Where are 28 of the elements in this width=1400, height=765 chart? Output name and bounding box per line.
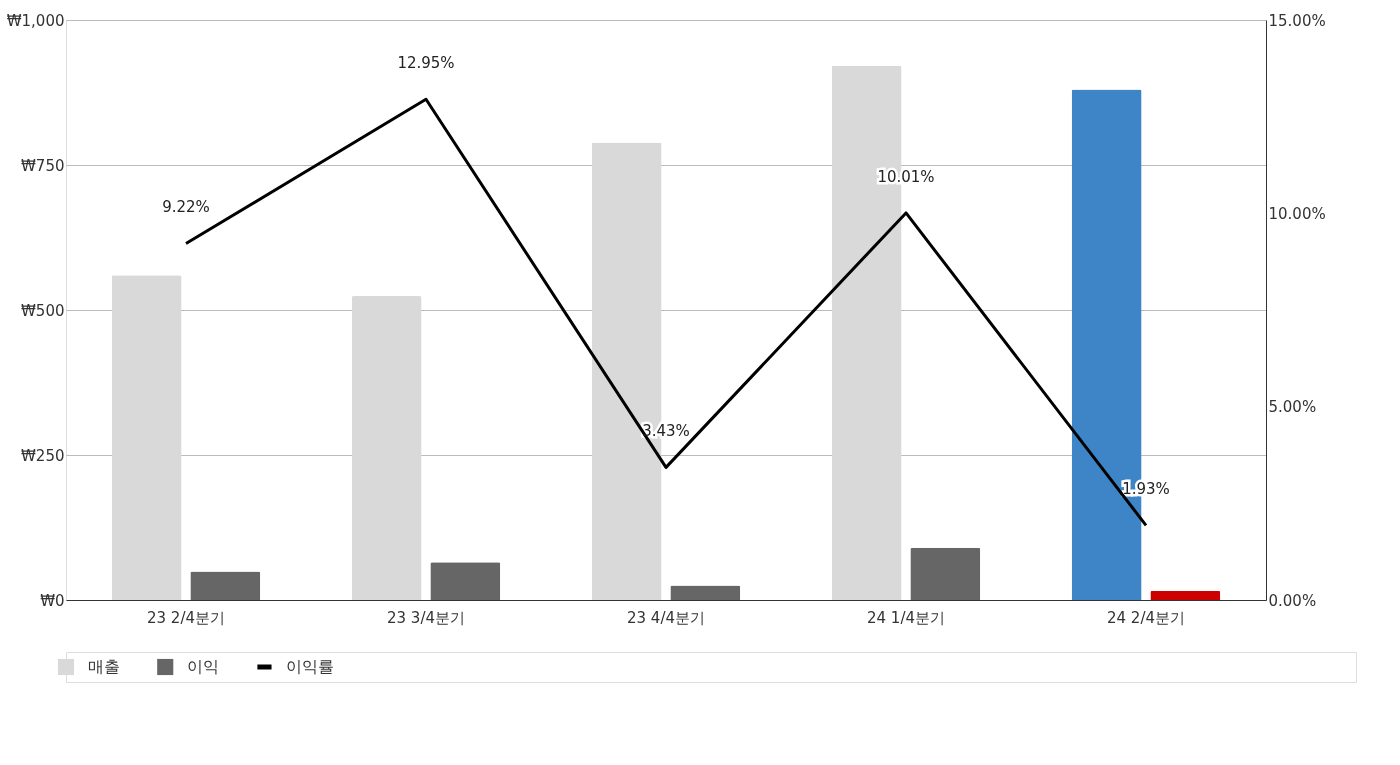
x-tick-label: 23 2/4분기 [147,608,225,627]
bar [910,547,981,600]
x-tick-label: 24 2/4분기 [1107,608,1185,627]
x-tick-label: 23 3/4분기 [387,608,465,627]
legend-label: 이익률 [286,657,335,676]
y-tick-label: ₩750 [21,156,65,175]
y-tick-label: ₩1,000 [6,11,65,30]
bar [1150,590,1221,600]
bar [430,562,501,600]
legend-label: 이익 [187,657,220,676]
data-label: 9.22% [162,198,210,217]
data-label: 3.43% [642,422,690,441]
y2-tick-label: 0.00% [1268,591,1317,610]
bar [351,296,422,600]
y2-tick-label: 10.00% [1268,204,1326,223]
y2-tick-label: 5.00% [1268,398,1317,417]
y-tick-label: ₩500 [21,301,65,320]
x-tick-label: 23 4/4분기 [627,608,705,627]
x-tick-label: 24 1/4분기 [867,608,945,627]
data-label: 12.95% [397,54,455,73]
bar [111,275,182,600]
bar [670,585,741,600]
y2-tick-label: 15.00% [1268,11,1326,30]
legend-label: 매출 [88,657,120,676]
y-tick-label: ₩250 [21,446,65,465]
bar [190,571,261,600]
y-tick-label: ₩0 [40,591,65,610]
data-label: 10.01% [877,167,935,186]
